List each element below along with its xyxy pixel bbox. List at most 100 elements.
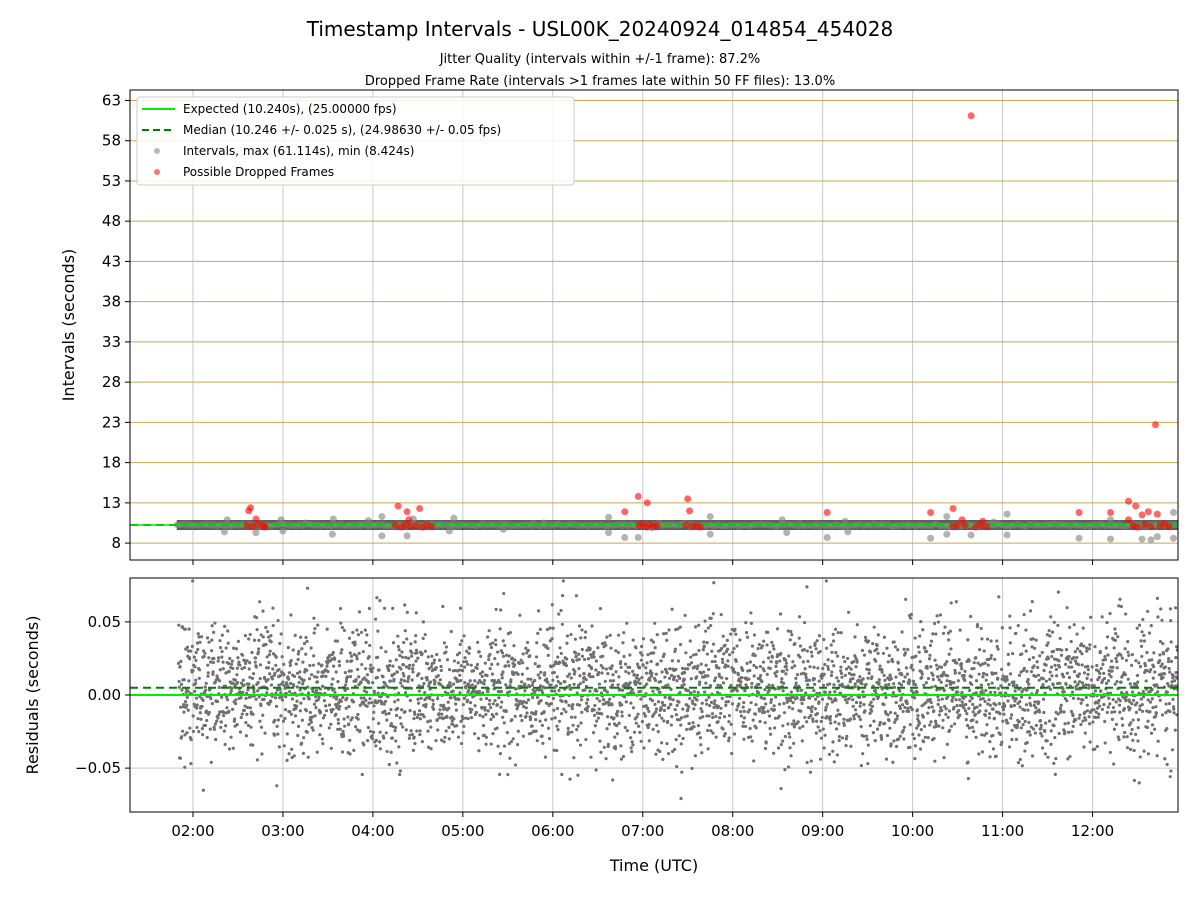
- residual-point: [645, 682, 649, 686]
- residual-point: [349, 654, 354, 658]
- residual-point: [425, 662, 430, 666]
- residual-point: [296, 652, 300, 656]
- residual-point: [800, 739, 804, 743]
- residual-point: [1049, 742, 1053, 746]
- residual-point: [583, 688, 587, 692]
- residual-point: [1140, 702, 1144, 707]
- residual-point: [1065, 699, 1069, 703]
- residual-point: [331, 650, 335, 655]
- residual-point: [556, 655, 560, 659]
- residual-point: [994, 671, 998, 675]
- residual-point: [247, 667, 251, 671]
- residual-point: [534, 710, 538, 714]
- residual-point: [555, 748, 559, 753]
- residual-point: [437, 712, 441, 716]
- residual-point: [1106, 679, 1111, 683]
- residual-point: [839, 671, 844, 675]
- residual-point: [276, 718, 280, 722]
- residual-point: [633, 679, 637, 683]
- residual-point: [491, 702, 495, 706]
- residual-point: [808, 645, 812, 649]
- residual-point: [409, 729, 413, 733]
- residual-point: [918, 747, 923, 751]
- residual-point: [1152, 651, 1156, 655]
- residual-point: [915, 726, 919, 730]
- residual-point: [737, 702, 741, 706]
- residual-point: [1093, 645, 1097, 649]
- residual-point: [469, 710, 473, 714]
- residual-point: [702, 690, 707, 694]
- residual-point: [891, 691, 895, 695]
- residual-point: [830, 659, 834, 663]
- residual-point: [1172, 679, 1177, 683]
- residual-point: [258, 600, 262, 604]
- residual-point: [1024, 649, 1028, 653]
- residual-point: [568, 777, 572, 781]
- residual-point: [376, 629, 380, 633]
- residual-point: [866, 761, 870, 766]
- residual-point: [523, 682, 527, 686]
- residual-point: [1111, 665, 1115, 669]
- residual-point: [293, 633, 297, 637]
- residual-point: [557, 688, 561, 693]
- residual-point: [1043, 729, 1047, 733]
- residual-point: [819, 719, 823, 724]
- residual-point: [302, 641, 307, 646]
- residual-point: [788, 746, 792, 750]
- residual-point: [1165, 690, 1169, 694]
- residual-point: [1112, 727, 1117, 731]
- residual-point: [193, 689, 197, 693]
- residual-point: [439, 664, 443, 669]
- residual-point: [554, 661, 558, 666]
- residual-point: [473, 679, 477, 683]
- top-y-tick-label: 33: [102, 333, 121, 351]
- residual-point: [1124, 658, 1129, 663]
- residual-point: [277, 683, 281, 687]
- residual-point: [921, 628, 925, 632]
- residual-point: [320, 663, 324, 667]
- residual-point: [417, 672, 421, 676]
- residual-point: [620, 688, 625, 692]
- residual-point: [1055, 674, 1059, 678]
- residual-point: [377, 668, 381, 672]
- residual-point: [1166, 682, 1170, 686]
- residual-point: [781, 739, 785, 743]
- residual-point: [184, 705, 188, 710]
- residual-point: [1132, 698, 1136, 702]
- residual-point: [793, 641, 797, 646]
- residual-point: [370, 669, 374, 674]
- residual-point: [1068, 625, 1072, 629]
- residual-point: [579, 698, 584, 702]
- residual-point: [784, 661, 789, 665]
- residual-point: [799, 688, 804, 692]
- residual-point: [537, 664, 541, 668]
- residual-point: [689, 677, 693, 681]
- residual-point: [465, 649, 469, 653]
- residual-point: [543, 671, 547, 675]
- residual-point: [1036, 665, 1040, 670]
- residual-point: [654, 672, 658, 676]
- residual-point: [1064, 682, 1068, 686]
- residual-point: [908, 723, 912, 727]
- residual-point: [513, 714, 517, 718]
- residual-point: [655, 723, 659, 727]
- residual-point: [476, 736, 481, 740]
- residual-point: [847, 696, 851, 701]
- residual-point: [678, 691, 682, 695]
- residual-point: [293, 714, 298, 718]
- residual-point: [634, 646, 638, 650]
- residual-point: [806, 682, 810, 687]
- residual-point: [236, 639, 241, 643]
- residual-point: [893, 645, 898, 649]
- residual-point: [748, 668, 752, 673]
- residual-point: [656, 700, 661, 704]
- residual-point: [1114, 632, 1118, 636]
- residual-point: [849, 744, 853, 748]
- residual-point: [984, 709, 988, 713]
- residual-point: [1079, 701, 1083, 705]
- residual-point: [927, 657, 932, 661]
- residual-point: [734, 659, 738, 663]
- residual-point: [476, 681, 480, 685]
- residual-point: [298, 670, 302, 674]
- residual-point: [195, 706, 199, 710]
